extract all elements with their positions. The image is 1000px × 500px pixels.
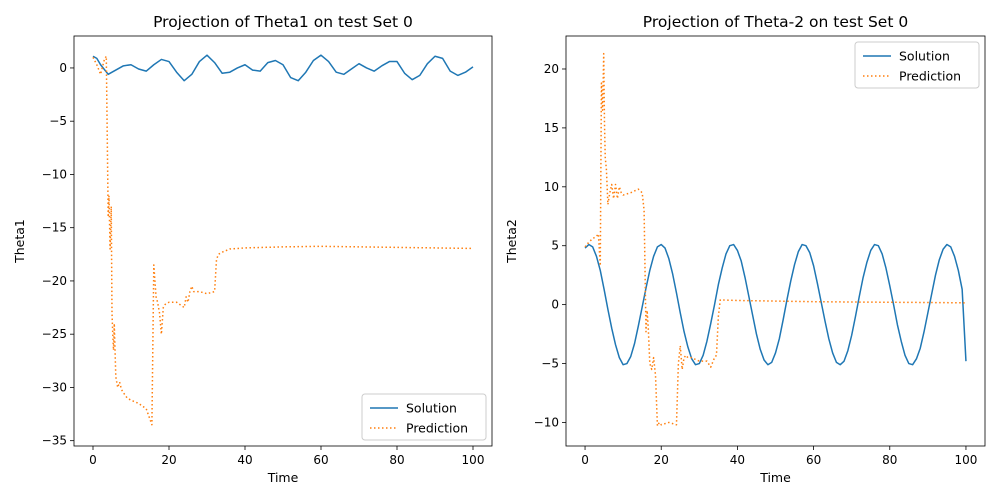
y-axis-label: Theta2 — [504, 219, 519, 264]
x-tick-label: 80 — [882, 453, 897, 467]
legend: Solution Prediction — [854, 41, 980, 89]
y-tick-label: −5 — [541, 357, 559, 371]
chart-title: Projection of Theta-2 on test Set 0 — [643, 13, 908, 31]
y-tick-label: −10 — [42, 167, 67, 181]
x-tick-label: 100 — [462, 453, 485, 467]
x-axis-label: Time — [267, 470, 299, 485]
y-tick-label: 0 — [59, 61, 67, 75]
y-tick-label: −15 — [42, 221, 67, 235]
legend: Solution Prediction — [361, 393, 487, 441]
y-tick-label: 15 — [544, 121, 559, 135]
y-tick-label: −20 — [42, 274, 67, 288]
legend-label-solution: Solution — [899, 49, 950, 64]
series-line-prediction — [584, 52, 966, 427]
legend-box — [854, 41, 980, 89]
x-tick-label: 80 — [389, 453, 404, 467]
chart-panel-2: 0 20 40 60 80 100 20 15 10 5 0 −5 −10 Projection of T… — [504, 13, 986, 485]
y-tick-label: −10 — [534, 415, 559, 429]
x-tick-label: 0 — [89, 453, 97, 467]
x-tick-label: 60 — [806, 453, 821, 467]
y-tick-label: 10 — [544, 180, 559, 194]
x-tick-label: 100 — [955, 453, 978, 467]
legend-box — [361, 393, 487, 441]
y-tick-label: 0 — [551, 298, 559, 312]
legend-label-prediction: Prediction — [406, 421, 468, 436]
x-tick-label: 0 — [581, 453, 589, 467]
x-tick-label: 60 — [313, 453, 328, 467]
y-tick-label: −35 — [42, 434, 67, 448]
legend-label-prediction: Prediction — [899, 69, 961, 84]
x-tick-label: 20 — [654, 453, 669, 467]
x-tick-label: 20 — [161, 453, 176, 467]
series-line-solution — [584, 243, 967, 366]
legend-label-solution: Solution — [406, 401, 457, 416]
y-tick-label: −30 — [42, 380, 67, 394]
series-line-solution — [92, 54, 474, 82]
x-tick-label: 40 — [730, 453, 745, 467]
x-tick-label: 40 — [237, 453, 252, 467]
series-line-prediction — [92, 55, 474, 426]
chart-title: Projection of Theta1 on test Set 0 — [153, 13, 413, 31]
y-tick-label: 20 — [544, 62, 559, 76]
y-axis-label: Theta1 — [12, 219, 27, 264]
y-tick-label: −5 — [49, 114, 67, 128]
y-tick-label: −25 — [42, 327, 67, 341]
plot-frame — [565, 35, 986, 447]
x-axis-label: Time — [759, 470, 791, 485]
chart-panel-1: 0 20 40 60 80 100 0 −5 −10 −15 −20 −25 −30 −35 Project… — [12, 13, 493, 485]
plot-frame — [73, 35, 493, 447]
y-tick-label: 5 — [551, 239, 559, 253]
